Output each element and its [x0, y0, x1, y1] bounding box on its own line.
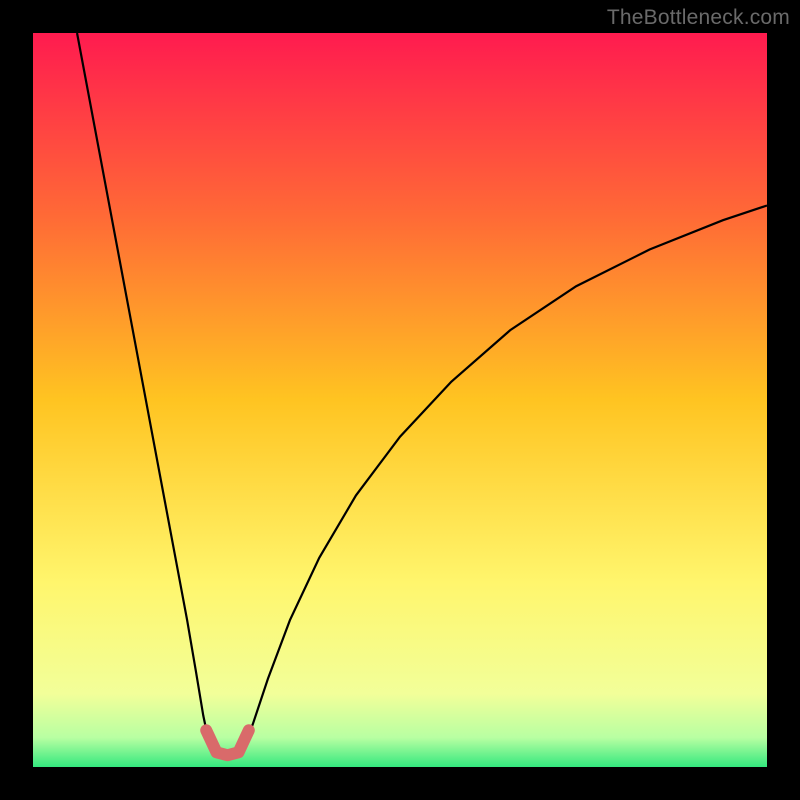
plot-svg	[33, 33, 767, 767]
chart-container: TheBottleneck.com	[0, 0, 800, 800]
watermark-text: TheBottleneck.com	[607, 6, 790, 30]
plot-area	[33, 33, 767, 767]
curve-left	[77, 33, 209, 744]
valley-marker	[206, 730, 249, 755]
curve-right	[246, 205, 767, 743]
